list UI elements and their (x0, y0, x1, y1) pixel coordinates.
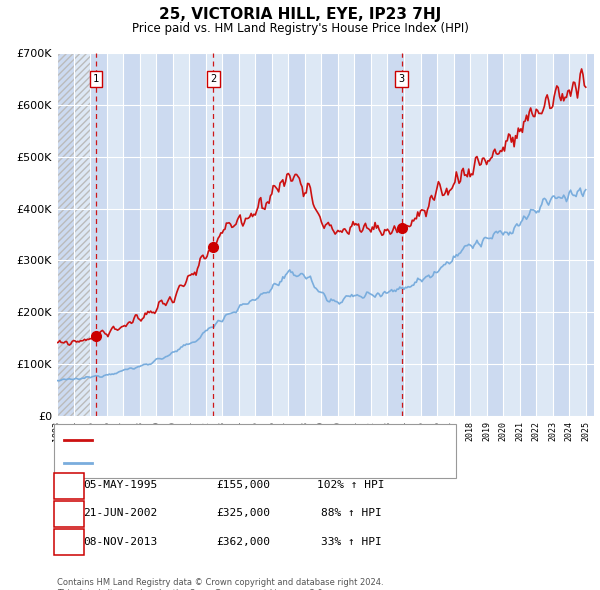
Bar (569, 53, 586, 416)
Bar (371, 53, 388, 416)
Text: 21-JUN-2002: 21-JUN-2002 (83, 509, 157, 518)
Text: 2: 2 (211, 74, 217, 84)
Bar (57, 53, 74, 416)
Bar (107, 53, 123, 416)
Text: 05-MAY-1995: 05-MAY-1995 (83, 480, 157, 490)
Bar (503, 53, 520, 416)
Bar (586, 53, 600, 416)
Bar (421, 53, 437, 416)
Bar (140, 53, 156, 416)
Text: 08-NOV-2013: 08-NOV-2013 (83, 537, 157, 546)
Text: £362,000: £362,000 (216, 537, 270, 546)
Bar (156, 53, 173, 416)
Text: 1: 1 (93, 74, 99, 84)
Bar (454, 53, 470, 416)
Text: 25, VICTORIA HILL, EYE, IP23 7HJ (detached house): 25, VICTORIA HILL, EYE, IP23 7HJ (detach… (96, 435, 361, 445)
Bar (388, 53, 404, 416)
Bar (239, 53, 255, 416)
Bar (355, 53, 371, 416)
Text: 88% ↑ HPI: 88% ↑ HPI (320, 509, 382, 518)
Bar (322, 53, 338, 416)
Bar (206, 53, 222, 416)
Bar (57, 53, 74, 416)
Bar (57, 53, 74, 416)
Bar (90, 53, 107, 416)
Bar (437, 53, 454, 416)
Bar (520, 53, 536, 416)
Bar (255, 53, 272, 416)
Text: £155,000: £155,000 (216, 480, 270, 490)
Text: 2: 2 (65, 509, 73, 518)
Text: £325,000: £325,000 (216, 509, 270, 518)
Bar (338, 53, 355, 416)
Bar (289, 53, 305, 416)
Text: 25, VICTORIA HILL, EYE, IP23 7HJ: 25, VICTORIA HILL, EYE, IP23 7HJ (159, 7, 441, 22)
Bar (404, 53, 421, 416)
Bar (123, 53, 140, 416)
Text: 3: 3 (65, 537, 73, 546)
Text: Contains HM Land Registry data © Crown copyright and database right 2024.
This d: Contains HM Land Registry data © Crown c… (57, 578, 383, 590)
Bar (487, 53, 503, 416)
Bar (74, 53, 90, 416)
Bar (553, 53, 569, 416)
Bar (272, 53, 289, 416)
Text: Price paid vs. HM Land Registry's House Price Index (HPI): Price paid vs. HM Land Registry's House … (131, 22, 469, 35)
Bar (74, 53, 90, 416)
Bar (222, 53, 239, 416)
Text: 3: 3 (398, 74, 404, 84)
Text: 1: 1 (65, 480, 73, 490)
Text: 102% ↑ HPI: 102% ↑ HPI (317, 480, 385, 490)
Text: 33% ↑ HPI: 33% ↑ HPI (320, 537, 382, 546)
Bar (470, 53, 487, 416)
Text: HPI: Average price, detached house, Mid Suffolk: HPI: Average price, detached house, Mid … (96, 458, 347, 468)
Bar (189, 53, 206, 416)
Bar (173, 53, 189, 416)
Bar (536, 53, 553, 416)
Bar (305, 53, 322, 416)
